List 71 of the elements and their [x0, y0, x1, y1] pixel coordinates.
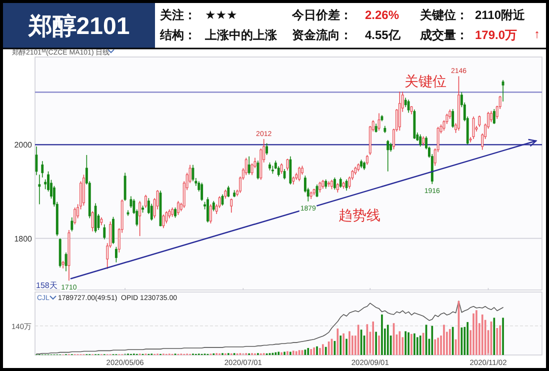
- candlestick: [171, 207, 174, 218]
- candlestick: [103, 224, 106, 240]
- candlestick: [244, 157, 248, 176]
- ref-line-label: 关键位: [404, 73, 446, 90]
- candlestick: [44, 178, 47, 190]
- text: 关注：: [159, 8, 196, 22]
- candlestick: [298, 166, 300, 182]
- candlestick: [419, 134, 422, 147]
- candlestick: [407, 99, 410, 114]
- candlestick: [366, 154, 368, 166]
- candlestick: [124, 172, 126, 202]
- text: 今日价差：: [291, 8, 352, 22]
- candlestick: [478, 115, 481, 128]
- text: 成交量：: [419, 28, 468, 42]
- candlestick: [209, 204, 212, 224]
- candlestick: [206, 196, 209, 223]
- candlestick: [165, 210, 168, 224]
- candlestick: [502, 80, 504, 102]
- candlestick: [230, 198, 233, 214]
- candlestick: [345, 178, 348, 192]
- text: 结构：: [159, 28, 196, 42]
- text: 2110附近: [475, 8, 526, 22]
- candlestick: [38, 174, 41, 205]
- text: 4.55亿: [365, 28, 402, 42]
- text: 上涨中的上涨: [204, 28, 278, 42]
- candlestick: [452, 108, 454, 128]
- candlestick: [339, 177, 342, 188]
- candlestick: [330, 179, 333, 190]
- candlestick: [248, 156, 250, 176]
- candlestick: [35, 146, 38, 176]
- candlestick: [318, 181, 322, 193]
- candlestick: [333, 177, 336, 190]
- candlestick: [386, 140, 390, 172]
- text: 资金流向：: [292, 28, 352, 42]
- candlestick: [41, 160, 44, 178]
- text: 179.0万: [475, 28, 518, 42]
- candlestick: [398, 91, 401, 132]
- candlestick: [227, 186, 230, 198]
- candlestick: [336, 182, 339, 193]
- candlestick: [70, 216, 74, 232]
- candlestick: [91, 210, 94, 232]
- candlestick: [200, 182, 204, 202]
- candlestick: [324, 178, 328, 190]
- candlestick: [422, 136, 425, 146]
- candlestick: [283, 168, 286, 180]
- candlestick: [138, 200, 142, 236]
- text: ★★★: [205, 8, 238, 22]
- candlestick: [176, 200, 180, 216]
- annotation: 趋势线: [338, 207, 380, 224]
- candlestick: [266, 142, 268, 156]
- text: 关键位：: [419, 8, 468, 22]
- candlestick: [114, 246, 118, 263]
- candlestick: [174, 207, 176, 218]
- candlestick: [286, 158, 289, 171]
- candlestick: [192, 164, 194, 182]
- candlestick: [112, 216, 114, 244]
- candlestick: [280, 163, 283, 174]
- y-tick-label: 1800: [14, 234, 33, 244]
- annotation: 158天: [36, 281, 58, 290]
- candlestick: [492, 108, 496, 124]
- candlestick: [256, 160, 260, 180]
- y-tick-label: 2000: [14, 140, 33, 150]
- text: 郑醇2101: [27, 13, 130, 40]
- candlestick: [74, 207, 76, 225]
- text: 2.26%: [365, 8, 400, 22]
- candlestick: [162, 214, 165, 229]
- text: ↑: [534, 27, 540, 41]
- candlestick: [144, 194, 147, 208]
- candlestick: [212, 200, 215, 212]
- candlestick: [289, 156, 292, 185]
- candlestick: [490, 110, 492, 123]
